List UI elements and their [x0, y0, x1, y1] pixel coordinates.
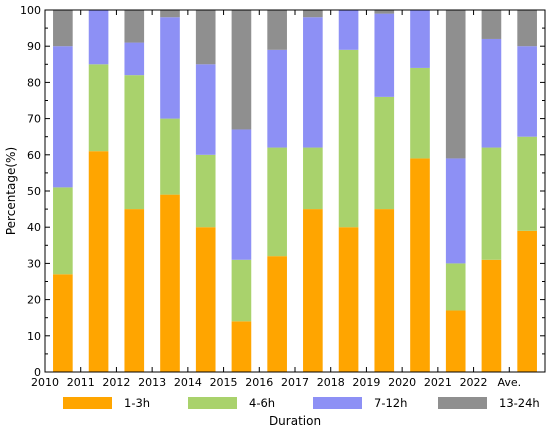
bar-2012-7-12h: [124, 42, 145, 76]
bar-2012-1-3h: [124, 209, 145, 372]
bar-2015-4-6h: [231, 259, 252, 322]
axes-layer: 0 10 20 30 40 50 60 70 80 90 100 2010 2011 2012 2013 20…: [20, 4, 546, 389]
bar-2021-7-12h: [445, 158, 466, 264]
bar-2016-7-12h: [267, 49, 287, 148]
x-tick-label-2022: 2022: [460, 376, 488, 389]
bar-2016-4-6h: [267, 147, 287, 257]
x-tick-label-2015: 2015: [210, 376, 238, 389]
bar-2014-4-6h: [195, 154, 216, 228]
x-tick-label-2010: 2010: [31, 376, 59, 389]
plot-frame: [44, 9, 546, 373]
legend-label-13-24h: 13-24h: [499, 396, 540, 410]
legend-swatch-7-12h: [313, 397, 362, 409]
bar-Ave-7-12h: [517, 46, 537, 137]
bar-2017-13-24h: [303, 10, 323, 18]
bar-2018-4-6h: [338, 49, 359, 228]
bar-2017-1-3h: [303, 209, 323, 372]
bar-2019-7-12h: [374, 13, 395, 97]
bar-2018-7-12h: [338, 10, 359, 50]
bar-2017-4-6h: [303, 147, 323, 210]
bar-2011-4-6h: [88, 64, 109, 152]
x-tick-label-2011: 2011: [67, 376, 95, 389]
bar-Ave-4-6h: [517, 136, 537, 231]
bar-2014-7-12h: [195, 64, 216, 155]
x-tick-label-Ave: Ave.: [497, 376, 521, 389]
bar-2019-13-24h: [374, 10, 395, 14]
bar-2020-1-3h: [410, 158, 430, 372]
x-axis-title: Duration: [269, 414, 321, 428]
bar-2020-7-12h: [410, 10, 430, 68]
x-tick-label-2019: 2019: [352, 376, 380, 389]
y-tick-label-10: 10: [27, 330, 41, 343]
y-tick-label-20: 20: [27, 294, 41, 307]
legend-swatch-13-24h: [438, 397, 487, 409]
bar-2011-1-3h: [88, 151, 109, 372]
bar-2018-1-3h: [338, 227, 359, 372]
bar-2016-13-24h: [267, 10, 287, 50]
bar-2011-7-12h: [88, 10, 109, 65]
bar-2010-13-24h: [53, 10, 73, 47]
bar-2019-1-3h: [374, 209, 395, 372]
bar-2013-7-12h: [160, 17, 180, 119]
x-tick-label-2013: 2013: [138, 376, 166, 389]
bar-2010-7-12h: [53, 46, 73, 188]
y-axis-title: Percentage(%): [4, 147, 18, 235]
bar-2022-4-6h: [481, 147, 502, 260]
bar-2017-7-12h: [303, 17, 323, 148]
bar-2014-13-24h: [195, 10, 216, 65]
bar-Ave-13-24h: [517, 10, 537, 47]
y-tick-label-30: 30: [27, 257, 41, 270]
bar-2010-1-3h: [53, 274, 73, 372]
y-tick-label-40: 40: [27, 221, 41, 234]
legend-label-1-3h: 1-3h: [124, 396, 150, 410]
x-tick-label-2020: 2020: [388, 376, 416, 389]
legend-swatch-4-6h: [188, 397, 237, 409]
y-tick-label-70: 70: [27, 113, 41, 126]
x-tick-label-2018: 2018: [317, 376, 345, 389]
bar-2019-4-6h: [374, 96, 395, 210]
x-tick-label-2014: 2014: [174, 376, 202, 389]
bar-2022-1-3h: [481, 259, 502, 372]
y-tick-label-0: 0: [34, 366, 41, 379]
y-tick-label-90: 90: [27, 40, 41, 53]
y-tick-label-60: 60: [27, 149, 41, 162]
bar-2021-1-3h: [445, 310, 466, 372]
y-tick-label-100: 100: [20, 4, 41, 17]
bar-2020-4-6h: [410, 67, 430, 159]
bar-2015-13-24h: [231, 10, 252, 130]
bar-2013-13-24h: [160, 10, 180, 18]
bars-layer: [53, 10, 537, 372]
bar-2013-4-6h: [160, 118, 180, 195]
bar-2013-1-3h: [160, 194, 180, 372]
bar-2015-7-12h: [231, 129, 252, 260]
legend-swatch-1-3h: [63, 397, 112, 409]
bar-2016-1-3h: [267, 256, 287, 372]
bar-2012-13-24h: [124, 10, 145, 43]
x-tick-label-2016: 2016: [245, 376, 273, 389]
legend-label-7-12h: 7-12h: [374, 396, 407, 410]
bar-2021-13-24h: [445, 10, 466, 159]
legend-label-4-6h: 4-6h: [249, 396, 275, 410]
bar-2012-4-6h: [124, 75, 145, 210]
bar-Ave-1-3h: [517, 230, 537, 372]
bar-2021-4-6h: [445, 263, 466, 311]
y-tick-label-50: 50: [27, 185, 41, 198]
y-tick-label-80: 80: [27, 76, 41, 89]
bar-2010-4-6h: [53, 187, 73, 275]
bar-2014-1-3h: [195, 227, 216, 372]
bar-2022-13-24h: [481, 10, 502, 39]
bar-2015-1-3h: [231, 321, 252, 372]
legend: 1-3h 4-6h 7-12h 13-24h: [63, 396, 540, 410]
x-tick-label-2017: 2017: [281, 376, 309, 389]
x-tick-label-2021: 2021: [424, 376, 452, 389]
x-tick-label-2012: 2012: [102, 376, 130, 389]
bar-2022-7-12h: [481, 38, 502, 148]
